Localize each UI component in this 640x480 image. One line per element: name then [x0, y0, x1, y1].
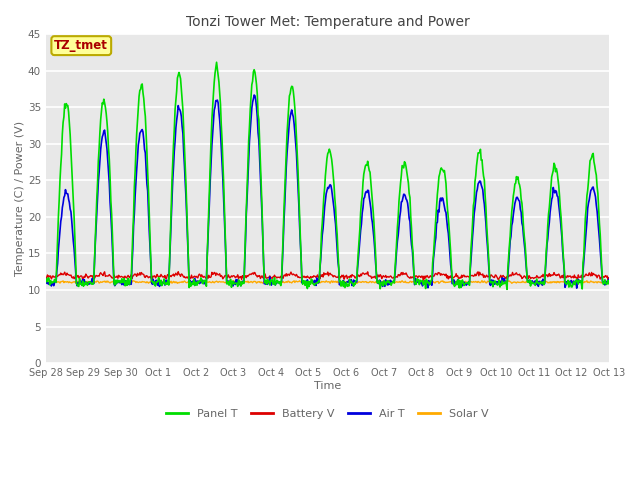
Title: Tonzi Tower Met: Temperature and Power: Tonzi Tower Met: Temperature and Power	[186, 15, 469, 29]
Y-axis label: Temperature (C) / Power (V): Temperature (C) / Power (V)	[15, 121, 25, 276]
X-axis label: Time: Time	[314, 381, 341, 391]
Legend: Panel T, Battery V, Air T, Solar V: Panel T, Battery V, Air T, Solar V	[161, 404, 493, 423]
Text: TZ_tmet: TZ_tmet	[54, 39, 108, 52]
